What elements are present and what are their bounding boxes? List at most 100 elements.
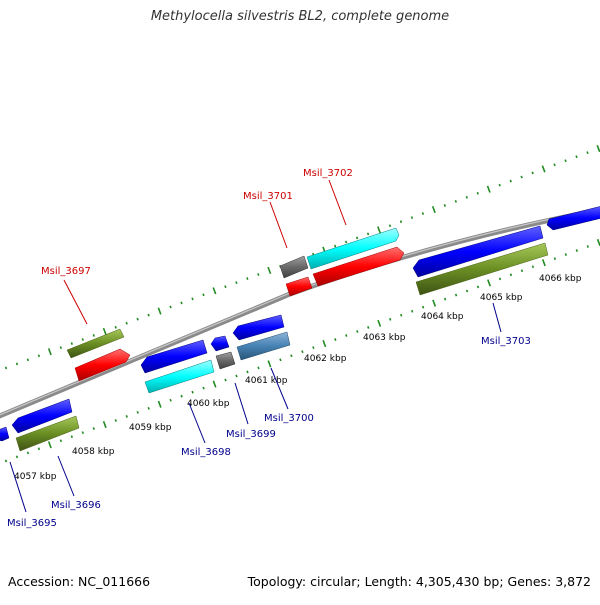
gene-label-msil-3702[interactable]: Msil_3702 — [303, 168, 353, 179]
minor-tick — [224, 378, 227, 382]
minor-tick — [92, 427, 95, 430]
kbp-tick-label: 4059 kbp — [129, 423, 172, 433]
major-tick — [212, 380, 217, 388]
major-tick — [487, 279, 491, 287]
minor-tick — [443, 204, 447, 207]
minor-tick — [26, 451, 30, 455]
gene-msil-3702-red[interactable] — [312, 246, 405, 287]
minor-tick — [399, 220, 403, 224]
minor-tick — [520, 269, 524, 273]
minor-tick — [531, 265, 535, 269]
gene-msil-3701-red[interactable] — [285, 276, 313, 297]
minor-tick — [454, 293, 458, 297]
gene-msil-3702-cyan[interactable] — [306, 227, 400, 270]
major-tick — [596, 145, 600, 153]
minor-tick — [301, 350, 304, 354]
lower-tick-rail — [4, 238, 600, 463]
gene-label-msil-3699[interactable]: Msil_3699 — [226, 429, 276, 440]
minor-tick — [147, 313, 150, 317]
minor-tick — [180, 301, 183, 305]
minor-tick — [136, 410, 139, 414]
kbp-tick-label: 4066 kbp — [539, 274, 582, 284]
gene-msil-3697-olive[interactable] — [66, 328, 125, 359]
gene-msil-3696-olive[interactable] — [15, 415, 80, 452]
kbp-tick-label: 4064 kbp — [421, 312, 464, 322]
gene-label-msil-3695[interactable]: Msil_3695 — [7, 518, 57, 529]
minor-tick — [169, 398, 172, 402]
gene-label-msil-3696[interactable]: Msil_3696 — [51, 500, 101, 511]
minor-tick — [59, 439, 63, 443]
gene-label-msil-3703[interactable]: Msil_3703 — [481, 336, 531, 347]
gene-label-msil-3698[interactable]: Msil_3698 — [181, 447, 231, 458]
minor-tick — [476, 191, 479, 195]
major-tick — [157, 307, 162, 315]
forward-leaders — [63, 179, 347, 325]
gene-msil-3700-blue[interactable] — [232, 314, 285, 341]
minor-tick — [443, 297, 447, 301]
minor-tick — [4, 459, 8, 463]
minor-tick — [81, 338, 84, 341]
minor-tick — [586, 151, 589, 155]
minor-tick — [15, 362, 19, 366]
minor-tick — [564, 253, 568, 256]
minor-tick — [367, 326, 370, 329]
major-tick — [102, 327, 107, 335]
minor-tick — [235, 374, 238, 378]
minor-tick — [246, 277, 249, 280]
gene-msil-3696-blue[interactable] — [11, 398, 73, 434]
minor-tick — [257, 273, 260, 276]
kbp-tick-label: 4057 kbp — [14, 472, 57, 482]
minor-tick — [575, 249, 578, 252]
gene-msil-3695-blue[interactable] — [0, 426, 10, 442]
gene-small-blue[interactable] — [210, 335, 230, 352]
major-tick — [47, 348, 52, 356]
minor-tick — [553, 163, 556, 167]
minor-tick — [59, 346, 62, 350]
minor-tick — [400, 313, 403, 317]
gene-msil-3703-olive[interactable] — [415, 242, 549, 296]
gene-msil-3700-steel[interactable] — [236, 331, 291, 361]
minor-tick — [169, 305, 172, 309]
minor-tick — [531, 171, 534, 175]
major-tick — [541, 165, 546, 173]
gene-label-msil-3697[interactable]: Msil_3697 — [41, 266, 91, 277]
minor-tick — [410, 309, 414, 313]
kbp-tick-label: 4060 kbp — [187, 399, 230, 409]
minor-tick — [4, 366, 8, 370]
gene-msil-3698-blue[interactable] — [140, 339, 208, 374]
minor-tick — [586, 245, 589, 248]
gene-msil-3699-gray[interactable] — [215, 351, 236, 370]
gene-label-msil-3700[interactable]: Msil_3700 — [264, 413, 314, 424]
minor-tick — [37, 447, 41, 451]
minor-tick — [246, 370, 249, 374]
minor-tick — [498, 183, 501, 187]
gene-label-msil-3701[interactable]: Msil_3701 — [243, 191, 293, 202]
minor-tick — [70, 342, 73, 345]
minor-tick — [147, 406, 150, 410]
kbp-tick-label: 4065 kbp — [480, 293, 523, 303]
gene-msil-3697-red[interactable] — [74, 348, 131, 382]
minor-tick — [509, 273, 513, 277]
minor-tick — [465, 195, 468, 199]
minor-tick — [180, 394, 183, 398]
major-tick — [212, 287, 217, 295]
gene-msil-3703-blue[interactable] — [412, 225, 544, 278]
minor-tick — [235, 281, 238, 285]
minor-tick — [114, 325, 117, 329]
gene-right-blue[interactable] — [546, 206, 600, 231]
gene-msil-3698-cyan[interactable] — [144, 359, 215, 394]
gene-msil-3701-gray[interactable] — [279, 255, 309, 279]
minor-tick — [344, 240, 348, 244]
major-tick — [47, 441, 52, 449]
minor-tick — [356, 330, 359, 333]
minor-tick — [290, 354, 293, 358]
minor-tick — [553, 257, 557, 261]
major-tick — [432, 299, 437, 307]
minor-tick — [136, 317, 139, 321]
minor-tick — [421, 212, 425, 215]
kbp-tick-label: 4061 kbp — [245, 376, 288, 386]
minor-tick — [70, 435, 74, 439]
minor-tick — [257, 366, 260, 370]
reverse-leaders — [9, 302, 502, 513]
